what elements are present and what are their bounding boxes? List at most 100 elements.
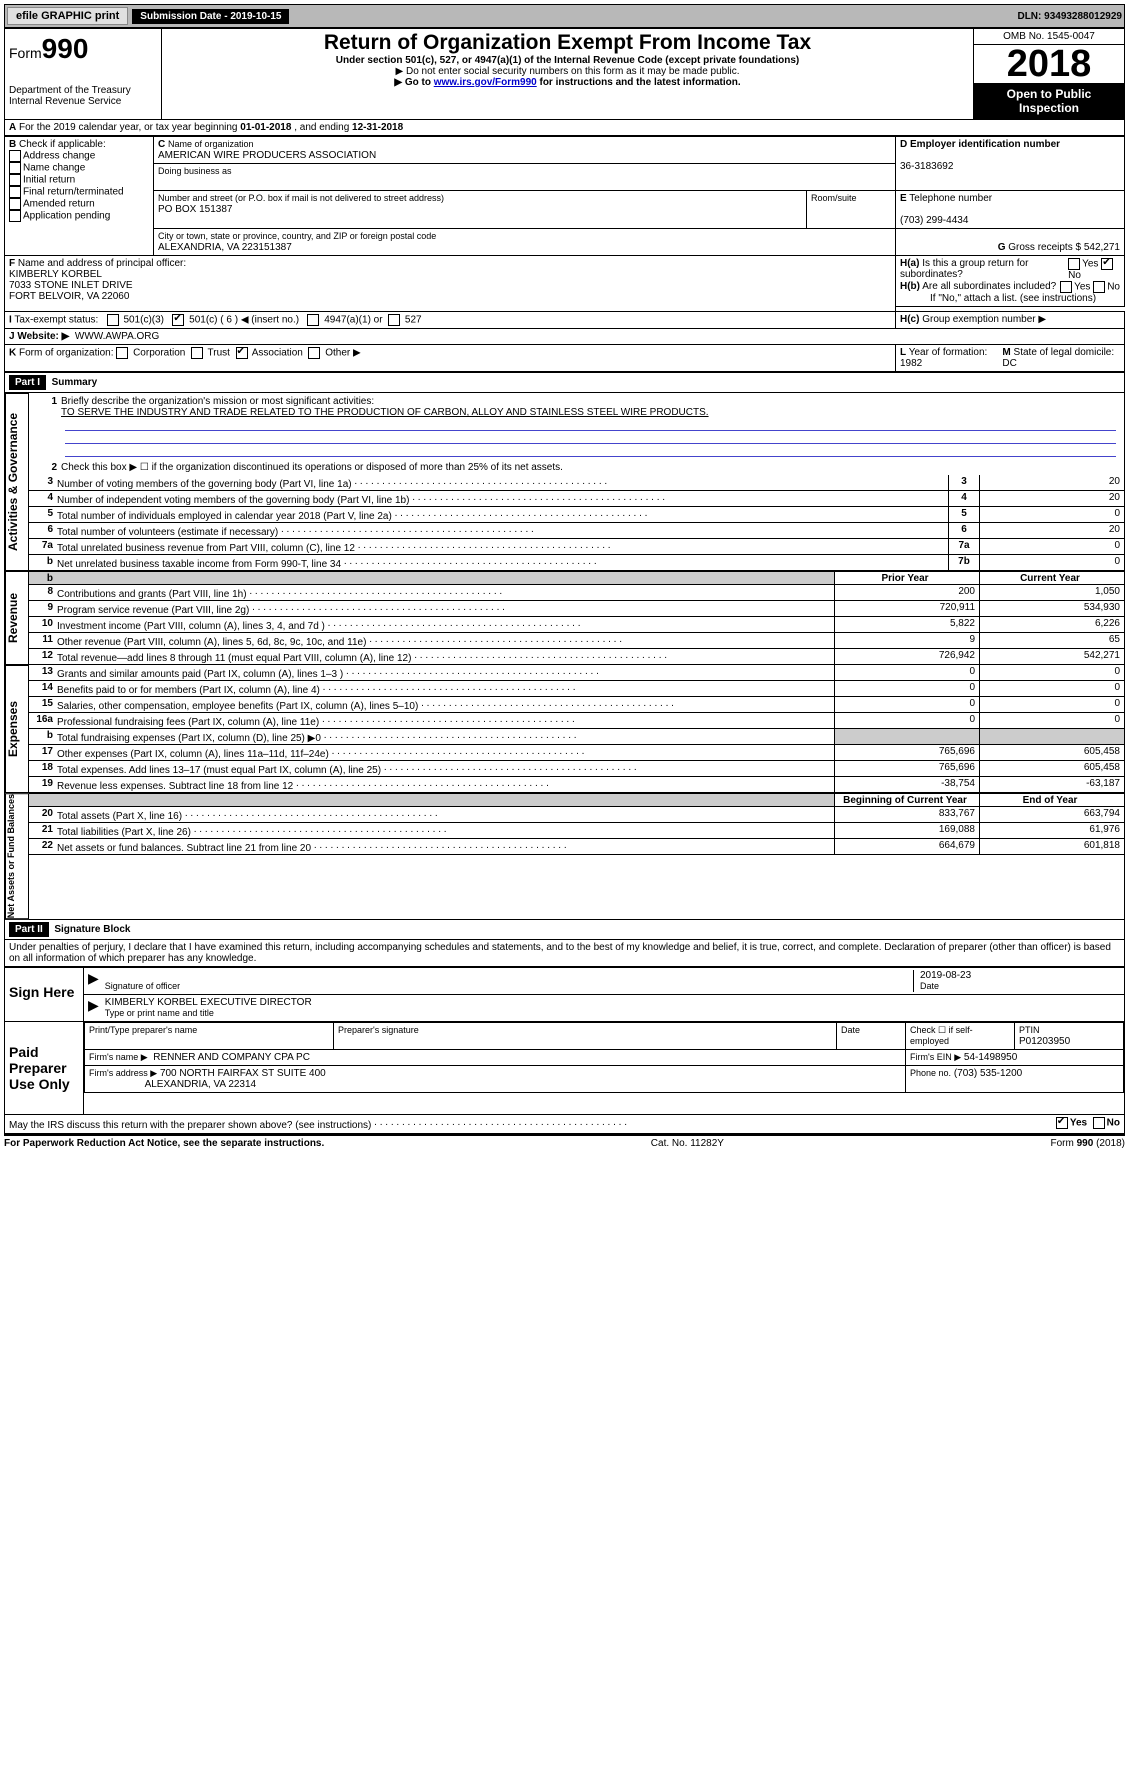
part1-badge: Part I xyxy=(9,375,46,390)
arrow-icon: ▶ xyxy=(88,970,99,992)
ha-no[interactable] xyxy=(1101,258,1113,270)
discuss-yes[interactable] xyxy=(1056,1117,1068,1129)
sign-here-block: Sign Here ▶ Signature of officer 2019-08… xyxy=(4,967,1125,1022)
subtitle-3: ▶ Go to www.irs.gov/Form990 for instruct… xyxy=(166,77,969,88)
check-pending[interactable] xyxy=(9,210,21,222)
side-net: Net Assets or Fund Balances xyxy=(5,793,29,919)
officer-name: KIMBERLY KORBEL xyxy=(9,269,102,280)
firm-ein: 54-1498950 xyxy=(964,1052,1017,1063)
data-row: 12 Total revenue—add lines 8 through 11 … xyxy=(29,649,1124,665)
data-row: 18 Total expenses. Add lines 13–17 (must… xyxy=(29,761,1124,777)
irs-link[interactable]: www.irs.gov/Form990 xyxy=(434,77,537,88)
col-end: End of Year xyxy=(979,794,1124,806)
side-gov: Activities & Governance xyxy=(5,393,29,571)
yes-text: Yes xyxy=(1082,259,1098,270)
main-title: Return of Organization Exempt From Incom… xyxy=(166,31,969,55)
period-line: A For the 2019 calendar year, or tax yea… xyxy=(4,120,1125,136)
officer-name-title: KIMBERLY KORBEL EXECUTIVE DIRECTOR xyxy=(105,997,312,1008)
opt-final: Final return/terminated xyxy=(23,187,124,198)
firm-name: RENNER AND COMPANY CPA PC xyxy=(153,1052,310,1063)
hb-note: If "No," attach a list. (see instruction… xyxy=(900,293,1120,304)
gov-section: Activities & Governance 1 Briefly descri… xyxy=(4,393,1125,571)
b-label: Check if applicable: xyxy=(19,139,106,150)
subtitle-1: Under section 501(c), 527, or 4947(a)(1)… xyxy=(166,55,969,66)
gov-row: b Net unrelated business taxable income … xyxy=(29,555,1124,571)
i-label: Tax-exempt status: xyxy=(14,315,98,326)
ha-label: Is this a group return for subordinates? xyxy=(900,258,1028,280)
period-text-b: , and ending xyxy=(291,122,352,133)
efile-button[interactable]: efile GRAPHIC print xyxy=(7,7,128,25)
i-4947[interactable] xyxy=(307,314,319,326)
website-value: WWW.AWPA.ORG xyxy=(75,331,159,342)
part2-badge: Part II xyxy=(9,922,49,937)
check-name[interactable] xyxy=(9,162,21,174)
data-row: 8 Contributions and grants (Part VIII, l… xyxy=(29,585,1124,601)
sig-date: 2019-08-23 xyxy=(920,970,971,981)
tax-year: 2018 xyxy=(974,45,1124,83)
sub-date: 2019-10-15 xyxy=(230,11,281,22)
hb-no[interactable] xyxy=(1093,281,1105,293)
paid-label: Paid Preparer Use Only xyxy=(5,1022,84,1114)
i-501c3[interactable] xyxy=(107,314,119,326)
firm-ein-label: Firm's EIN ▶ xyxy=(910,1052,961,1062)
sig-officer-label: Signature of officer xyxy=(105,981,180,991)
k-other[interactable] xyxy=(308,347,320,359)
i-501c[interactable] xyxy=(172,314,184,326)
k-label: Form of organization: xyxy=(19,348,114,359)
k-assoc[interactable] xyxy=(236,347,248,359)
ptin-value: P01203950 xyxy=(1019,1036,1070,1047)
period-text-a: For the 2019 calendar year, or tax year … xyxy=(19,122,240,133)
footer-mid: Cat. No. 11282Y xyxy=(651,1138,724,1149)
firm-addr1: 700 NORTH FAIRFAX ST SUITE 400 xyxy=(160,1068,326,1079)
rev-section: Revenue b Prior Year Current Year 8 Cont… xyxy=(4,571,1125,665)
phone-label: Phone no. xyxy=(910,1068,951,1078)
gov-row: 6 Total number of volunteers (estimate i… xyxy=(29,523,1124,539)
hb-yes[interactable] xyxy=(1060,281,1072,293)
gov-row: 7a Total unrelated business revenue from… xyxy=(29,539,1124,555)
c-name-label: Name of organization xyxy=(168,139,254,149)
form-num: 990 xyxy=(42,33,89,64)
k-corp[interactable] xyxy=(116,347,128,359)
hb-label: Are all subordinates included? xyxy=(922,281,1056,292)
arrow-icon-2: ▶ xyxy=(88,997,99,1019)
paid-preparer-block: Paid Preparer Use Only Print/Type prepar… xyxy=(4,1022,1125,1115)
firm-addr-label: Firm's address ▶ xyxy=(89,1068,157,1078)
m-value: DC xyxy=(1002,358,1016,369)
no-text2: No xyxy=(1107,282,1120,293)
hc-label: Group exemption number ▶ xyxy=(922,314,1046,325)
data-row: 11 Other revenue (Part VIII, column (A),… xyxy=(29,633,1124,649)
form-header: Form990 Department of the Treasury Inter… xyxy=(4,28,1125,120)
data-row: 19 Revenue less expenses. Subtract line … xyxy=(29,777,1124,793)
no-text: No xyxy=(1068,270,1081,281)
g-label: Gross receipts $ xyxy=(1008,242,1081,253)
firm-name-label: Firm's name ▶ xyxy=(89,1052,148,1062)
check-initial[interactable] xyxy=(9,174,21,186)
opt-initial: Initial return xyxy=(23,175,75,186)
sign-here-label: Sign Here xyxy=(5,968,84,1021)
ha-yes[interactable] xyxy=(1068,258,1080,270)
goto-prefix: ▶ Go to xyxy=(394,77,433,88)
gov-row: 5 Total number of individuals employed i… xyxy=(29,507,1124,523)
goto-suffix: for instructions and the latest informat… xyxy=(537,77,741,88)
discuss-row: May the IRS discuss this return with the… xyxy=(4,1115,1125,1134)
check-amended[interactable] xyxy=(9,198,21,210)
discuss-no[interactable] xyxy=(1093,1117,1105,1129)
discuss-text: May the IRS discuss this return with the… xyxy=(9,1120,371,1131)
footer-left: For Paperwork Reduction Act Notice, see … xyxy=(4,1138,324,1149)
i-c: 501(c) ( 6 ) ◀ (insert no.) xyxy=(189,315,299,326)
top-bar: efile GRAPHIC print Submission Date - 20… xyxy=(4,4,1125,28)
data-row: 15 Salaries, other compensation, employe… xyxy=(29,697,1124,713)
col-current: Current Year xyxy=(979,572,1124,584)
check-final[interactable] xyxy=(9,186,21,198)
data-row: 9 Program service revenue (Part VIII, li… xyxy=(29,601,1124,617)
subtitle-2: ▶ Do not enter social security numbers o… xyxy=(166,66,969,77)
gov-row: 4 Number of independent voting members o… xyxy=(29,491,1124,507)
opt-address: Address change xyxy=(23,151,95,162)
data-row: 16a Professional fundraising fees (Part … xyxy=(29,713,1124,729)
opt-name: Name change xyxy=(23,163,85,174)
i-527[interactable] xyxy=(388,314,400,326)
data-row: 22 Net assets or fund balances. Subtract… xyxy=(29,839,1124,855)
k-trust[interactable] xyxy=(191,347,203,359)
ptin-label: PTIN xyxy=(1019,1025,1040,1035)
check-address[interactable] xyxy=(9,150,21,162)
